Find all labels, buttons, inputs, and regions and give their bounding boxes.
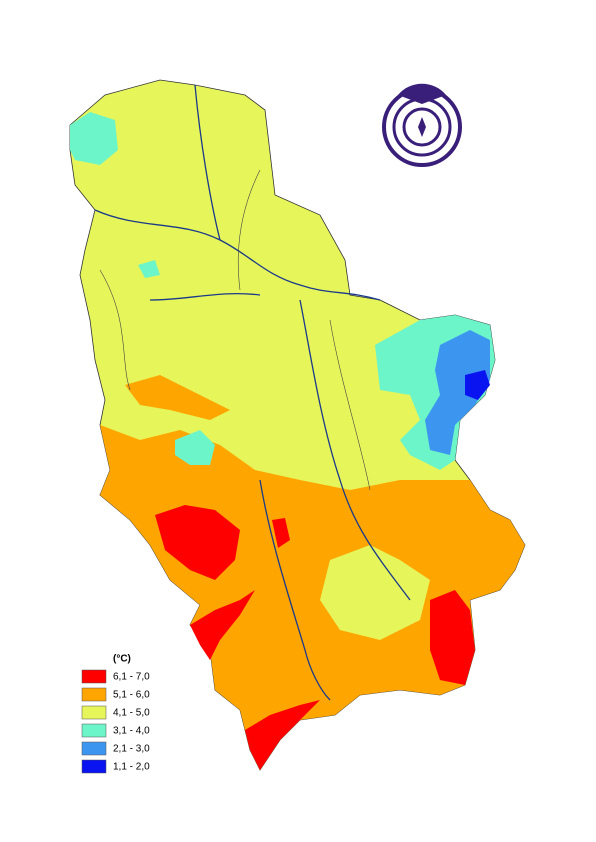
zone-region [155,505,240,580]
legend-label: 4,1 - 5,0 [113,708,150,719]
legend-label: 2,1 - 3,0 [113,744,150,755]
legend-label: 1,1 - 2,0 [113,762,150,773]
legend-unit: (°C) [113,654,131,665]
legend-label: 6,1 - 7,0 [113,672,150,683]
legend-swatch [81,705,107,720]
zone-region [465,370,490,400]
zone-region [70,112,118,165]
logo [382,83,462,167]
legend-swatch [81,741,107,756]
zone-region [320,545,430,640]
river [299,299,411,601]
legend-swatch [81,723,107,738]
legend-label: 3,1 - 4,0 [113,726,150,737]
zone-region [175,430,215,465]
legend-swatch [81,687,107,702]
river [94,209,381,301]
zone-region [138,260,160,278]
zone-region [430,590,475,685]
district-border [99,169,371,491]
map [69,79,526,771]
legend-label: 5,1 - 6,0 [113,690,150,701]
zone-region [272,518,290,548]
zone-region [425,330,490,455]
zone-region [125,375,230,420]
zone-region [190,590,255,660]
river [259,479,331,701]
zone-region [245,700,320,770]
river [194,84,221,241]
legend-swatch [81,669,107,684]
river [149,292,261,301]
legend-swatch [81,759,107,774]
legend: (°C) 6,1 - 7,0 5,1 - 6,0 4,1 - 5,0 3,1 - 4,… [81,654,150,774]
